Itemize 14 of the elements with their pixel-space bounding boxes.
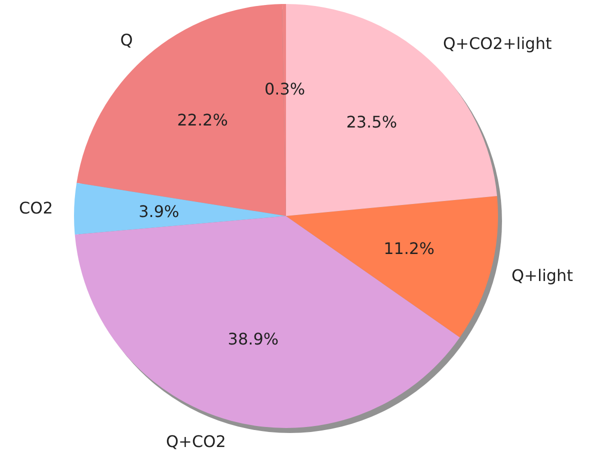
pie-slice	[74, 216, 460, 428]
data-label: 0.3%	[264, 79, 306, 98]
slice-label: Q+CO2	[166, 432, 226, 450]
pie-slice	[286, 196, 498, 338]
slice-label: CO2	[18, 198, 53, 218]
slice-label: Q+CO2+light	[442, 34, 552, 54]
data-label: 23.5%	[346, 112, 398, 132]
data-label: 22.2%	[177, 110, 228, 130]
pie-slice	[74, 182, 286, 235]
data-label: 11.2%	[384, 238, 434, 258]
slice-label: Q+light	[512, 266, 573, 285]
slice-label: Q	[120, 30, 133, 50]
data-label: 38.9%	[228, 329, 279, 348]
data-label: 3.9%	[138, 202, 180, 222]
